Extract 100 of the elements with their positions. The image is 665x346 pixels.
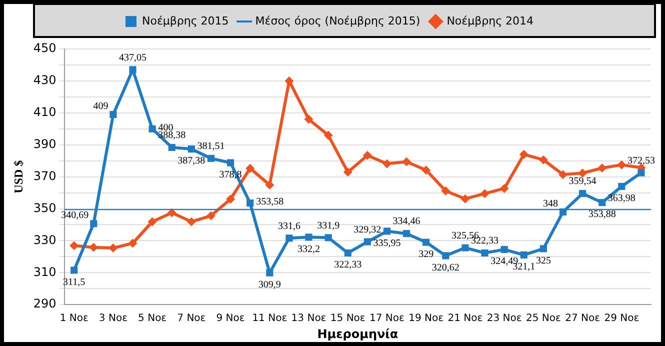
- x-tick-label: 25 Νοε: [526, 313, 561, 324]
- y-tick-label: 330: [33, 232, 56, 247]
- data-label: 353,88: [588, 209, 616, 220]
- point: [558, 170, 568, 180]
- point: [108, 244, 118, 253]
- point: [90, 220, 98, 228]
- data-label: 353,58: [256, 196, 284, 208]
- data-label: 409: [93, 101, 108, 112]
- data-label: 381,51: [197, 141, 225, 152]
- y-tick-label: 410: [33, 105, 56, 120]
- point: [148, 217, 157, 226]
- x-tick-label: 9 Νοε: [216, 313, 245, 324]
- point: [382, 159, 392, 168]
- point: [286, 234, 293, 242]
- point: [520, 251, 528, 258]
- point: [422, 238, 430, 246]
- point: [383, 228, 391, 235]
- point: [227, 159, 234, 166]
- data-label: 348: [542, 198, 558, 210]
- point: [266, 269, 274, 276]
- point: [618, 182, 626, 190]
- point: [344, 249, 352, 256]
- point: [402, 157, 412, 166]
- x-axis-title: Ημερομηνία: [317, 326, 398, 341]
- point: [462, 244, 469, 252]
- data-label: 363,98: [608, 193, 636, 204]
- point: [519, 150, 528, 159]
- x-tick-label: 13 Νοε: [291, 313, 326, 324]
- point: [343, 168, 352, 177]
- data-label: 335,95: [373, 238, 401, 249]
- point: [304, 114, 314, 124]
- y-tick-label: 290: [33, 296, 56, 311]
- point: [246, 164, 255, 173]
- point: [500, 246, 508, 254]
- data-label: 320,62: [432, 262, 460, 274]
- x-tick-label: 5 Νοε: [138, 313, 167, 324]
- x-tick-label: 21 Νοε: [448, 313, 483, 324]
- point: [364, 238, 371, 246]
- point: [579, 190, 586, 198]
- data-label: 329: [418, 248, 434, 260]
- point: [188, 146, 195, 153]
- x-tick-label: 17 Νοε: [370, 313, 404, 324]
- point: [441, 186, 450, 196]
- point: [265, 180, 274, 190]
- data-label: 387,38: [178, 156, 206, 167]
- point: [481, 249, 488, 256]
- y-tick-label: 390: [33, 136, 56, 151]
- x-tick-label: 7 Νοε: [177, 313, 206, 324]
- y-tick-label: 450: [33, 41, 56, 56]
- point: [480, 189, 490, 198]
- data-label: 311,5: [63, 276, 86, 288]
- x-tick-label: 3 Νοε: [98, 313, 128, 324]
- data-label: 331,6: [278, 220, 300, 232]
- point: [206, 211, 216, 220]
- point: [422, 166, 431, 175]
- point: [540, 245, 547, 252]
- point: [538, 155, 548, 164]
- point: [110, 110, 117, 118]
- point: [305, 234, 312, 241]
- y-tick-label: 430: [33, 73, 56, 88]
- data-label: 331,9: [317, 220, 340, 232]
- point: [129, 66, 136, 74]
- data-label: 437,05: [119, 52, 146, 64]
- x-tick-label: 29 Νοε: [604, 313, 640, 324]
- point: [442, 252, 450, 260]
- x-tick-label: 23 Νοε: [486, 313, 522, 324]
- point: [167, 208, 176, 218]
- data-label: 322,33: [334, 260, 362, 271]
- point: [324, 234, 332, 242]
- point: [70, 266, 78, 274]
- point: [324, 130, 333, 140]
- point: [246, 199, 254, 207]
- legend-label: Μέσος όρος (Νοέμβρης 2015): [255, 14, 420, 28]
- point: [128, 238, 138, 248]
- point: [168, 144, 176, 151]
- y-tick-label: 350: [33, 200, 56, 215]
- point: [362, 150, 372, 160]
- point: [638, 169, 645, 176]
- point: [186, 217, 196, 226]
- point: [500, 184, 509, 193]
- legend-label: Νοέμβρης 2015: [142, 14, 229, 28]
- point: [598, 199, 606, 206]
- data-label: 329,32: [354, 224, 382, 236]
- x-tick-label: 27 Νοε: [565, 313, 600, 324]
- x-tick-label: 11 Νοε: [252, 313, 288, 324]
- y-tick-label: 370: [33, 168, 56, 183]
- point: [403, 230, 410, 238]
- data-label: 340,69: [61, 210, 89, 222]
- point: [226, 194, 236, 204]
- point: [617, 160, 626, 170]
- point: [207, 154, 215, 162]
- data-label: 359,54: [568, 176, 596, 188]
- data-label: 325: [536, 255, 551, 266]
- x-tick-label: 1 Νοε: [60, 313, 88, 324]
- y-axis-title: USD $: [11, 160, 26, 194]
- point: [460, 194, 470, 204]
- data-label: 334,46: [392, 216, 420, 228]
- point: [148, 125, 156, 132]
- data-label: 309,9: [258, 279, 281, 290]
- y-tick-label: 310: [33, 264, 56, 279]
